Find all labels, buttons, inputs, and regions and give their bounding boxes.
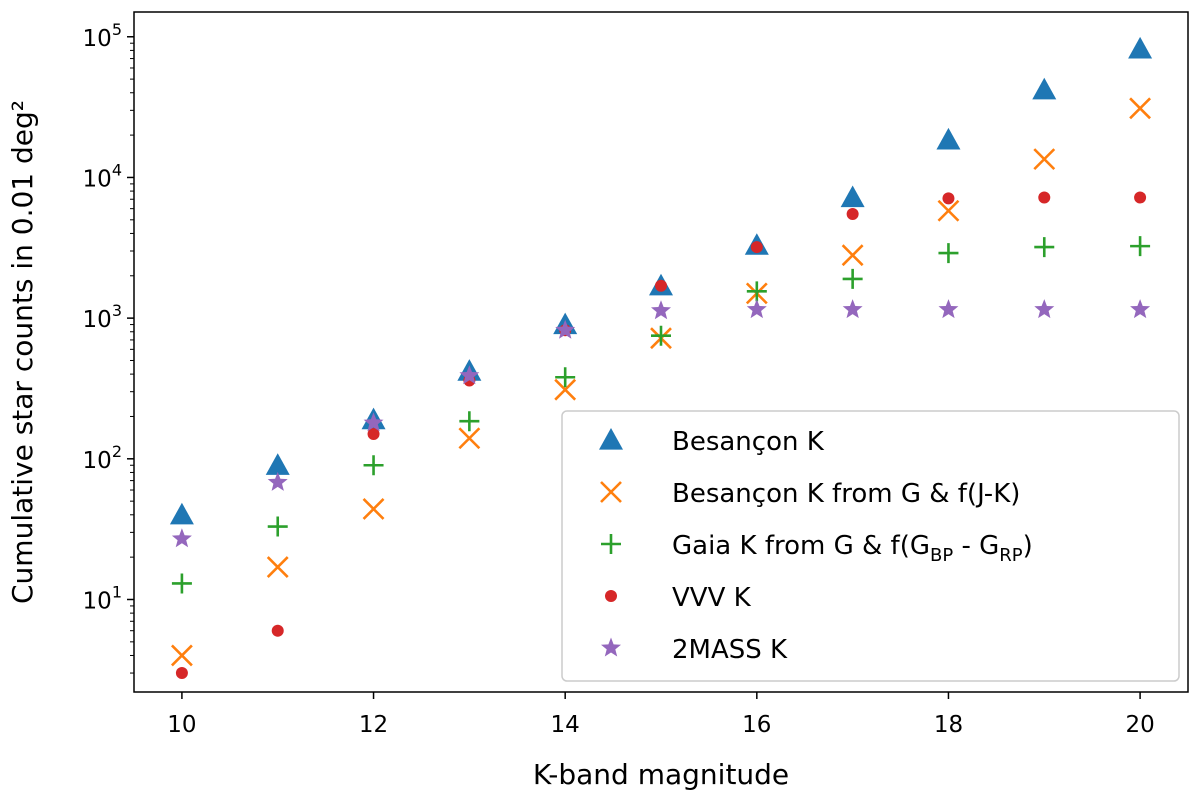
- x-tick-label-5: 20: [1125, 712, 1154, 738]
- chart-marks: [169, 36, 1153, 680]
- point-s1-8: [937, 199, 960, 222]
- point-s2-2: [363, 455, 384, 476]
- legend-label-0: Besançon K: [672, 427, 825, 457]
- point-s1-1: [266, 556, 289, 578]
- point-s4-2: [363, 412, 384, 432]
- legend-marker-3: [605, 590, 617, 602]
- point-s3-8: [942, 192, 955, 205]
- point-s3-1: [271, 624, 284, 637]
- point-s0-9: [1032, 77, 1057, 100]
- point-s2-1: [267, 516, 288, 537]
- y-axis-title-text: Cumulative star counts in 0.01 deg²: [6, 100, 39, 604]
- point-s4-5: [651, 300, 671, 320]
- y-tick-label-2: 103: [83, 301, 122, 333]
- point-s0-7: [840, 185, 865, 208]
- x-tick-label-0: 10: [167, 712, 196, 738]
- point-s0-10: [1128, 36, 1153, 59]
- point-s1-0: [170, 644, 193, 667]
- point-s1-3: [458, 427, 481, 450]
- point-s2-7: [842, 268, 863, 289]
- point-s0-1: [265, 453, 290, 475]
- point-s4-3: [459, 365, 480, 385]
- point-s4-0: [171, 528, 192, 548]
- series-4: [171, 299, 1151, 548]
- x-tick-label-1: 12: [359, 712, 388, 738]
- point-s3-10: [1134, 191, 1147, 204]
- point-s0-0: [169, 502, 194, 525]
- point-s2-10: [1130, 236, 1151, 257]
- point-s4-9: [1034, 299, 1055, 319]
- point-s2-4: [555, 367, 576, 388]
- point-s2-9: [1034, 237, 1055, 258]
- point-s3-6: [750, 241, 763, 254]
- legend: Besançon K Besançon K from G & f(J-K) Gaia…: [561, 410, 1180, 682]
- series-2: [171, 236, 1151, 594]
- x-tick-label-2: 14: [551, 712, 580, 738]
- point-s3-0: [175, 667, 188, 680]
- y-tick-label-3: 104: [83, 160, 122, 192]
- point-s4-7: [842, 299, 863, 319]
- point-s2-6: [746, 281, 767, 302]
- point-s4-4: [555, 319, 576, 339]
- x-axis-title: K-band magnitude: [533, 758, 789, 791]
- point-s1-7: [841, 244, 864, 267]
- legend-box: [561, 410, 1180, 682]
- point-s1-10: [1129, 97, 1152, 120]
- point-s1-2: [362, 498, 385, 520]
- point-s4-10: [1130, 299, 1151, 319]
- legend-label-4: 2MASS K: [672, 635, 788, 665]
- legend-marker-2: [601, 534, 621, 554]
- legend-label-2: Gaia K from G & f(GBP - GRP): [672, 531, 1033, 566]
- point-s3-2: [367, 428, 380, 441]
- x-tick-label-3: 16: [742, 712, 771, 738]
- point-s2-5: [651, 325, 671, 346]
- legend-label-1: Besançon K from G & f(J-K): [672, 479, 1020, 509]
- y-tick-label-1: 102: [83, 442, 122, 474]
- point-s4-1: [267, 471, 288, 491]
- y-tick-label-4: 105: [83, 20, 122, 52]
- point-s1-4: [554, 378, 577, 401]
- point-s0-8: [936, 127, 961, 150]
- point-s3-5: [655, 279, 667, 292]
- point-s4-6: [746, 299, 767, 319]
- y-axis-title: Cumulative star counts in 0.01 deg²: [6, 100, 39, 604]
- legend-marker-0: [599, 428, 623, 450]
- point-s3-9: [1038, 191, 1051, 204]
- axis-ticks: 10 12 14 16 18 20 101 102 103 104 105: [83, 20, 1155, 738]
- y-tick-label-0: 101: [83, 582, 122, 614]
- legend-label-3: VVV K: [672, 583, 752, 613]
- point-s2-0: [171, 573, 192, 594]
- legend-marker-4: [601, 637, 621, 657]
- legend-marker-1: [600, 481, 622, 503]
- point-s1-9: [1033, 148, 1056, 171]
- point-s4-8: [938, 299, 959, 319]
- point-s2-3: [459, 411, 480, 432]
- x-tick-label-4: 18: [934, 712, 963, 738]
- point-s3-7: [846, 207, 859, 220]
- point-s2-8: [938, 243, 959, 264]
- plot-frame: [133, 11, 1189, 693]
